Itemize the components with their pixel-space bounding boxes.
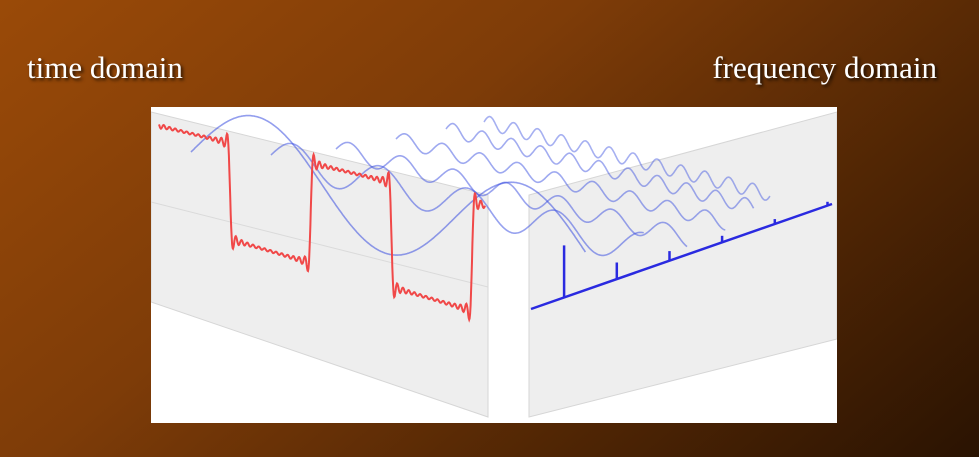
- frequency-axis: [530, 202, 833, 311]
- spectrum-bars: [562, 201, 829, 298]
- sine-component-3: [270, 142, 644, 257]
- sine-component-5: [335, 141, 688, 248]
- time-domain-panel: [151, 111, 489, 418]
- sine-component-7: [395, 133, 726, 231]
- time-domain-heading: time domain: [27, 50, 183, 85]
- frequency-domain-heading: frequency domain: [712, 50, 937, 85]
- sine-component-11: [483, 115, 771, 201]
- frequency-domain-panel: [528, 111, 837, 418]
- sine-component-9: [445, 122, 755, 210]
- sine-components: [190, 114, 771, 257]
- square-wave: [158, 123, 486, 323]
- time-axis-guide: [151, 201, 489, 288]
- fourier-diagram: [151, 111, 837, 418]
- fourier-figure: [151, 107, 837, 423]
- sine-component-1: [190, 114, 587, 256]
